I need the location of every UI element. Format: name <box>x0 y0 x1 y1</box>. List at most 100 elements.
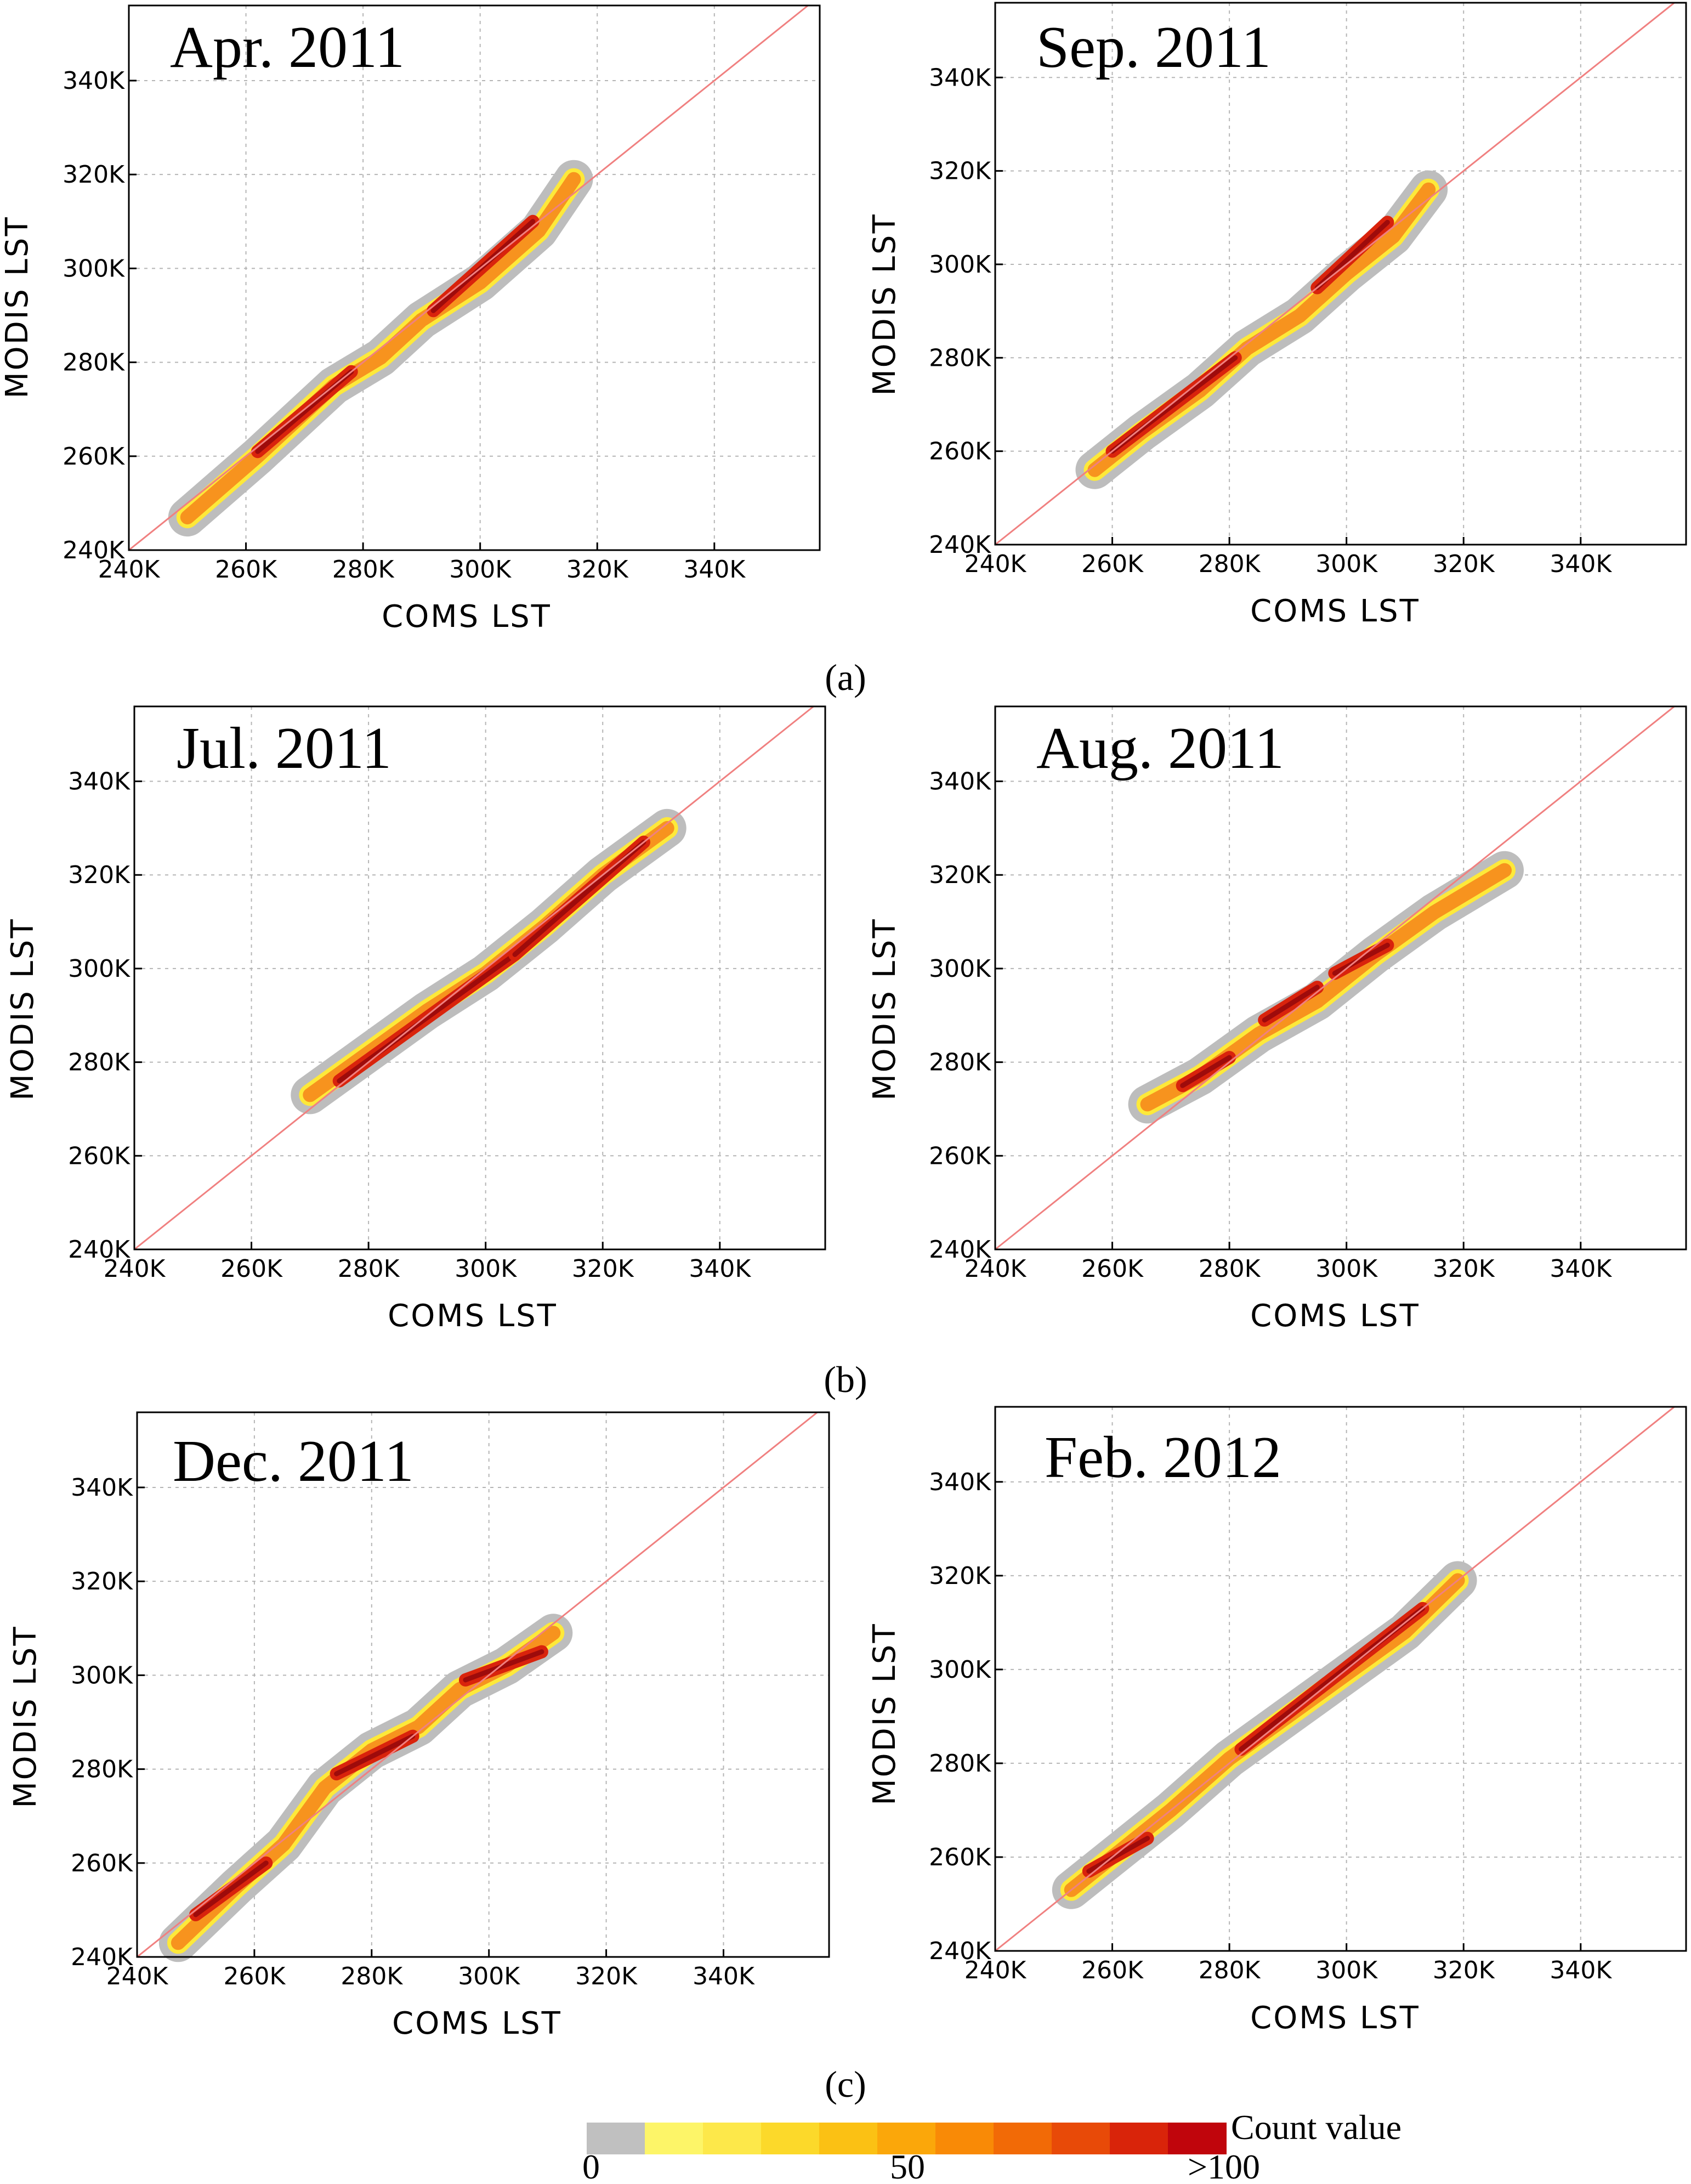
density-core-darkred <box>463 1649 544 1683</box>
x-tick-label: 320K <box>566 556 629 584</box>
y-tick-label: 340K <box>68 768 130 796</box>
y-tick-label: 240K <box>68 1236 130 1264</box>
y-tick-label: 240K <box>63 536 125 564</box>
x-tick-label: 320K <box>1433 550 1495 578</box>
x-tick-label: 340K <box>1550 1956 1612 1984</box>
one-to-one-line <box>134 705 814 1251</box>
plot-frame <box>994 1406 1687 1952</box>
legend-tick-min: 0 <box>582 2147 600 2184</box>
x-tick-label: 300K <box>455 1255 517 1283</box>
panel-feb-2012: 240K 260K 280K 300K 320K 340K 240K 260K 280K 300K… <box>867 1406 1687 2036</box>
y-tick-label: 280K <box>929 1750 991 1778</box>
y-tick-label: 240K <box>929 1937 991 1965</box>
density-core-darkred <box>193 1860 269 1917</box>
panel-title: Dec. 2011 <box>173 1429 414 1494</box>
y-tick-label: 260K <box>929 438 991 466</box>
y-tick-label: 300K <box>71 1661 133 1689</box>
y-tick-label: 260K <box>71 1849 133 1877</box>
x-axis-label: COMS LST <box>1250 2000 1420 2036</box>
x-tick-label: 340K <box>683 556 746 584</box>
y-tick-label: 300K <box>68 955 130 983</box>
x-tick-label: 260K <box>1081 1956 1144 1984</box>
x-axis-label: COMS LST <box>1250 1298 1420 1334</box>
panel-title: Sep. 2011 <box>1036 15 1271 80</box>
y-tick-label: 340K <box>71 1474 133 1502</box>
x-tick-label: 300K <box>1315 1956 1378 1984</box>
density-core-darkred <box>1086 1836 1150 1874</box>
density-core-darkred <box>334 1734 416 1776</box>
y-axis-label: MODIS LST <box>0 216 35 398</box>
legend-swatch <box>877 2123 936 2154</box>
y-tick-label: 260K <box>929 1142 991 1170</box>
y-tick-label: 320K <box>71 1568 133 1595</box>
y-tick-label: 240K <box>929 531 991 559</box>
panel-title: Jul. 2011 <box>177 716 391 781</box>
y-tick-label: 340K <box>929 768 991 796</box>
legend-swatch <box>703 2123 762 2154</box>
x-tick-label: 240K <box>106 1962 169 1990</box>
y-tick-label: 320K <box>929 157 991 185</box>
y-tick-label: 320K <box>63 161 125 189</box>
x-tick-label: 260K <box>215 556 277 584</box>
x-tick-label: 240K <box>964 1255 1027 1283</box>
x-tick-label: 280K <box>1199 1956 1261 1984</box>
x-tick-label: 340K <box>1550 1255 1612 1283</box>
x-tick-label: 260K <box>223 1962 286 1990</box>
legend-swatch <box>1168 2123 1227 2154</box>
legend-swatch <box>1052 2123 1110 2154</box>
x-tick-label: 260K <box>220 1255 283 1283</box>
y-axis-label: MODIS LST <box>867 918 903 1100</box>
panel-sep-2011: 240K 260K 280K 300K 320K 340K 240K 260K 280K 300K… <box>867 2 1687 629</box>
y-axis-label: MODIS LST <box>8 1625 43 1808</box>
legend-tick-max: >100 <box>1188 2147 1260 2184</box>
x-tick-label: 300K <box>1315 550 1378 578</box>
plot-frame <box>994 705 1687 1251</box>
y-tick-label: 260K <box>929 1843 991 1871</box>
panel-title: Feb. 2012 <box>1045 1425 1281 1490</box>
legend-swatch <box>819 2123 878 2154</box>
x-tick-label: 280K <box>332 556 395 584</box>
x-tick-label: 240K <box>98 556 161 584</box>
legend-swatches <box>587 2123 1227 2154</box>
legend-swatch <box>935 2123 994 2154</box>
legend-swatch <box>645 2123 703 2154</box>
panel-jul-2011: 240K 260K 280K 300K 320K 340K 240K 260K 280K 300K… <box>5 705 826 1334</box>
x-tick-label: 240K <box>104 1255 166 1283</box>
legend-swatch <box>587 2123 645 2154</box>
y-tick-label: 300K <box>929 955 991 983</box>
x-tick-label: 240K <box>964 1956 1027 1984</box>
x-tick-label: 260K <box>1081 550 1144 578</box>
x-tick-label: 320K <box>1433 1255 1495 1283</box>
y-tick-label: 300K <box>929 1656 991 1684</box>
panel-apr-2011: 240K 260K 280K 300K 320K 340K 240K 260K 280K 300K… <box>0 4 821 635</box>
x-tick-label: 340K <box>1550 550 1612 578</box>
density-core-darkred <box>512 840 646 957</box>
y-axis-label: MODIS LST <box>867 1622 903 1805</box>
sub-label-b: (b) <box>824 1359 867 1400</box>
legend-tick-mid: 50 <box>890 2147 925 2184</box>
legend-title: Count value <box>1231 2108 1401 2147</box>
panel-dec-2011: 240K 260K 280K 300K 320K 340K 240K 260K 280K 300K… <box>8 1411 830 2041</box>
one-to-one-line <box>137 1411 818 1958</box>
y-tick-label: 320K <box>68 861 130 889</box>
plot-frame <box>994 2 1687 546</box>
panel-aug-2011: 240K 260K 280K 300K 320K 340K 240K 260K 280K 300K… <box>867 705 1687 1334</box>
panel-title: Apr. 2011 <box>170 15 405 80</box>
density-core-darkred <box>1262 985 1320 1023</box>
y-tick-label: 240K <box>71 1943 133 1971</box>
x-tick-label: 280K <box>338 1255 400 1283</box>
x-axis-label: COMS LST <box>392 2006 562 2041</box>
x-tick-label: 340K <box>689 1255 751 1283</box>
y-tick-label: 280K <box>63 349 125 377</box>
legend-swatch <box>761 2123 820 2154</box>
density-core-darkred <box>337 952 518 1084</box>
x-tick-label: 300K <box>449 556 512 584</box>
sub-label-a: (a) <box>825 657 866 698</box>
x-tick-label: 340K <box>693 1962 755 1990</box>
density-core-darkred <box>1332 942 1390 976</box>
one-to-one-line <box>995 1406 1675 1952</box>
y-tick-label: 280K <box>71 1756 133 1784</box>
x-tick-label: 320K <box>575 1962 638 1990</box>
y-tick-label: 300K <box>63 254 125 282</box>
